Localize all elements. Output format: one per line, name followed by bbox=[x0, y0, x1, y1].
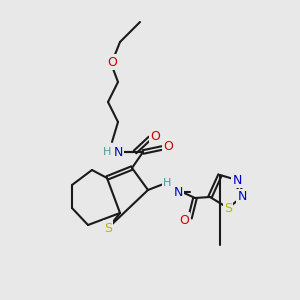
Text: S: S bbox=[224, 202, 232, 214]
Text: S: S bbox=[104, 221, 112, 235]
Text: O: O bbox=[163, 140, 173, 154]
Text: N: N bbox=[237, 190, 247, 203]
Text: O: O bbox=[179, 214, 189, 226]
Text: O: O bbox=[150, 130, 160, 142]
Text: N: N bbox=[113, 146, 123, 158]
Text: N: N bbox=[173, 185, 183, 199]
Text: O: O bbox=[107, 56, 117, 68]
Text: H: H bbox=[163, 178, 171, 188]
Text: N: N bbox=[232, 173, 242, 187]
Text: H: H bbox=[103, 147, 111, 157]
